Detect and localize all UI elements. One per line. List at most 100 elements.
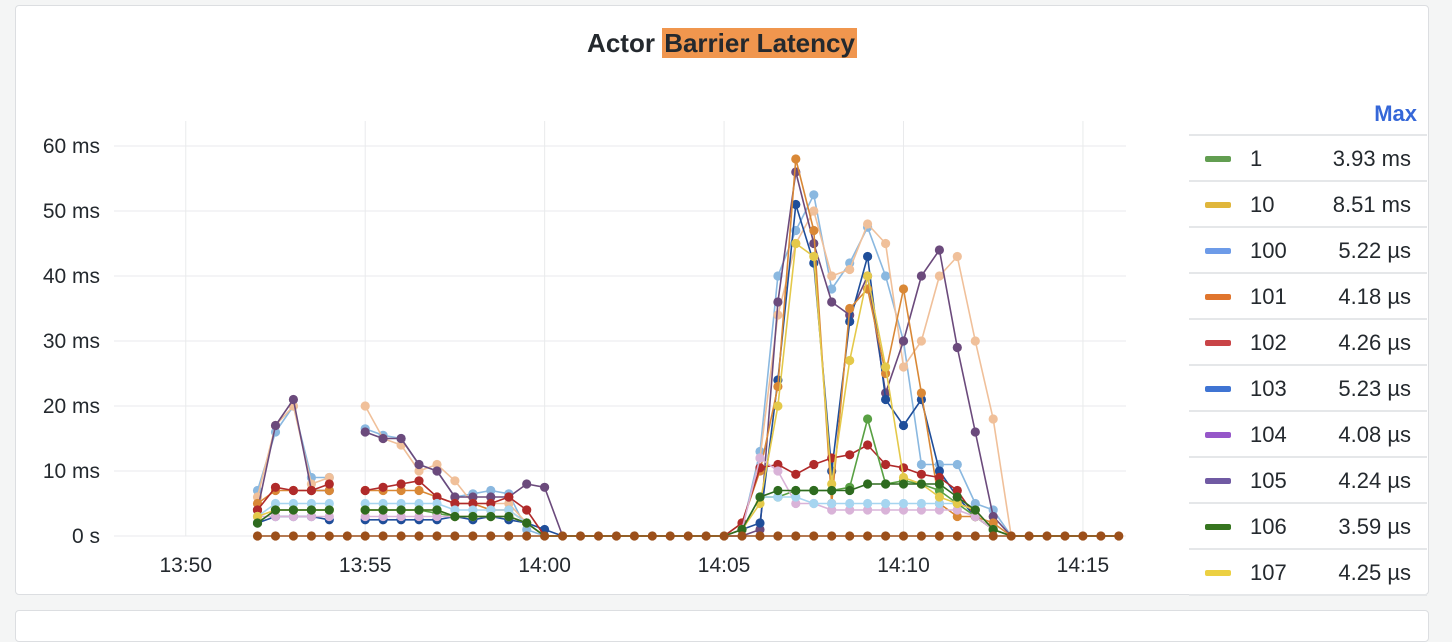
data-point[interactable] xyxy=(773,310,783,320)
data-point[interactable] xyxy=(988,531,998,541)
data-point[interactable] xyxy=(827,498,837,509)
legend-header-max[interactable]: Max xyxy=(1189,98,1427,136)
data-point[interactable] xyxy=(773,401,783,411)
data-point[interactable] xyxy=(1114,531,1124,541)
data-point[interactable] xyxy=(360,401,370,411)
data-point[interactable] xyxy=(306,531,316,541)
data-point[interactable] xyxy=(252,498,263,509)
data-point[interactable] xyxy=(360,505,370,515)
data-point[interactable] xyxy=(952,492,962,502)
data-point[interactable] xyxy=(504,492,514,502)
data-point[interactable] xyxy=(522,518,532,528)
data-point[interactable] xyxy=(306,485,316,496)
data-point[interactable] xyxy=(988,511,998,522)
data-point[interactable] xyxy=(863,505,873,515)
data-point[interactable] xyxy=(791,154,801,164)
data-point[interactable] xyxy=(270,531,281,541)
data-point[interactable] xyxy=(952,531,962,541)
data-point[interactable] xyxy=(898,463,909,473)
data-point[interactable] xyxy=(881,498,891,509)
data-point[interactable] xyxy=(396,498,406,509)
data-point[interactable] xyxy=(468,492,478,502)
data-point[interactable] xyxy=(414,531,424,541)
data-point[interactable] xyxy=(898,336,909,346)
data-point[interactable] xyxy=(432,492,442,502)
data-point[interactable] xyxy=(1078,531,1088,541)
data-point[interactable] xyxy=(288,531,298,541)
data-point[interactable] xyxy=(809,251,819,262)
data-point[interactable] xyxy=(396,511,406,522)
data-point[interactable] xyxy=(809,206,819,216)
data-point[interactable] xyxy=(270,511,281,522)
series-k[interactable] xyxy=(252,479,1119,537)
data-point[interactable] xyxy=(486,485,496,496)
data-point[interactable] xyxy=(737,531,747,541)
data-point[interactable] xyxy=(378,531,388,541)
data-point[interactable] xyxy=(486,531,496,541)
data-point[interactable] xyxy=(773,492,783,502)
data-point[interactable] xyxy=(952,459,962,470)
data-point[interactable] xyxy=(342,531,352,541)
data-point[interactable] xyxy=(414,498,424,509)
data-point[interactable] xyxy=(970,511,980,522)
data-point[interactable] xyxy=(1042,531,1052,541)
data-point[interactable] xyxy=(575,531,586,541)
legend-item[interactable]: 102 4.26 µs xyxy=(1189,320,1427,366)
data-point[interactable] xyxy=(288,511,298,522)
series-e[interactable] xyxy=(252,154,1119,537)
data-point[interactable] xyxy=(827,297,837,307)
data-point[interactable] xyxy=(881,479,891,489)
data-point[interactable] xyxy=(791,485,801,496)
data-point[interactable] xyxy=(988,414,998,424)
data-point[interactable] xyxy=(540,531,550,541)
data-point[interactable] xyxy=(593,531,604,541)
data-point[interactable] xyxy=(378,505,388,515)
data-point[interactable] xyxy=(881,388,891,398)
data-point[interactable] xyxy=(468,531,478,541)
data-point[interactable] xyxy=(522,524,532,535)
data-point[interactable] xyxy=(988,524,998,535)
data-point[interactable] xyxy=(540,482,550,492)
data-point[interactable] xyxy=(486,498,496,509)
data-point[interactable] xyxy=(755,524,765,535)
data-point[interactable] xyxy=(378,511,388,522)
data-point[interactable] xyxy=(396,485,406,496)
data-point[interactable] xyxy=(468,498,478,509)
data-point[interactable] xyxy=(809,498,819,509)
data-point[interactable] xyxy=(450,492,460,502)
data-point[interactable] xyxy=(1024,531,1034,541)
data-point[interactable] xyxy=(809,190,819,200)
data-point[interactable] xyxy=(432,498,442,509)
data-point[interactable] xyxy=(360,427,370,437)
data-point[interactable] xyxy=(432,466,442,476)
data-point[interactable] xyxy=(324,531,334,541)
data-point[interactable] xyxy=(863,251,873,262)
data-point[interactable] xyxy=(881,238,891,249)
data-point[interactable] xyxy=(845,505,855,515)
data-point[interactable] xyxy=(845,498,855,509)
data-point[interactable] xyxy=(898,362,909,372)
data-point[interactable] xyxy=(486,505,496,515)
data-point[interactable] xyxy=(252,505,263,515)
data-point[interactable] xyxy=(916,469,927,479)
data-point[interactable] xyxy=(504,511,514,522)
data-point[interactable] xyxy=(755,446,765,457)
data-point[interactable] xyxy=(898,505,909,515)
data-point[interactable] xyxy=(827,485,837,496)
data-point[interactable] xyxy=(863,440,873,450)
data-point[interactable] xyxy=(988,518,998,528)
data-point[interactable] xyxy=(324,479,334,489)
data-point[interactable] xyxy=(934,485,945,496)
data-point[interactable] xyxy=(252,518,263,528)
data-point[interactable] xyxy=(306,498,316,509)
data-point[interactable] xyxy=(288,498,298,509)
data-point[interactable] xyxy=(414,505,424,515)
data-point[interactable] xyxy=(791,492,801,502)
data-point[interactable] xyxy=(845,531,855,541)
data-point[interactable] xyxy=(665,531,675,541)
data-point[interactable] xyxy=(809,238,819,249)
data-point[interactable] xyxy=(827,271,837,281)
data-point[interactable] xyxy=(916,388,927,398)
data-point[interactable] xyxy=(934,245,945,255)
data-point[interactable] xyxy=(916,531,927,541)
